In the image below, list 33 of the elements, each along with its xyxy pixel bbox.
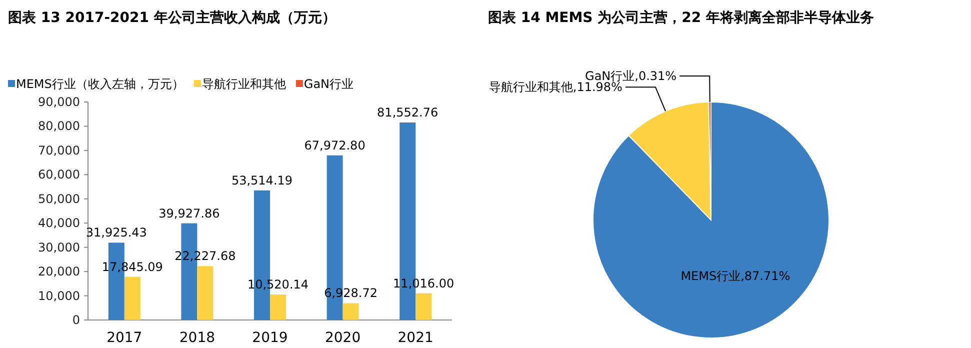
y-tick-label: 90,000 <box>38 95 80 109</box>
y-tick-label: 60,000 <box>38 168 80 182</box>
y-tick-label: 10,000 <box>38 288 80 303</box>
y-tick-label: 80,000 <box>38 119 80 134</box>
y-tick-label: 70,000 <box>38 143 80 158</box>
legend-label: MEMS行业（收入左轴，万元） <box>16 77 184 91</box>
y-tick-label: 50,000 <box>38 192 80 206</box>
bar <box>197 266 214 320</box>
legend-label: GaN行业 <box>304 77 354 91</box>
slice-label: GaN行业,0.31% <box>585 69 677 84</box>
x-tick-label: 2018 <box>179 330 216 346</box>
chart-title: 图表 14 MEMS 为公司主营，22 年将剥离全部非半导体业务 <box>488 9 874 26</box>
data-label: 81,552.76 <box>377 105 438 120</box>
bar <box>416 293 432 320</box>
y-tick-label: 40,000 <box>38 216 80 230</box>
slice-label: MEMS行业,87.71% <box>680 269 790 284</box>
data-label: 67,972.80 <box>304 138 366 152</box>
pie-slice <box>592 102 830 338</box>
y-tick-label: 0 <box>72 313 80 327</box>
data-label: 31,925.43 <box>86 226 147 240</box>
data-label: 39,927.86 <box>158 206 220 220</box>
bar <box>342 303 359 320</box>
chart-title: 图表 13 2017-2021 年公司主营收入构成（万元） <box>8 9 336 26</box>
x-tick-label: 2019 <box>252 330 288 346</box>
y-tick-label: 20,000 <box>38 264 80 279</box>
x-tick-label: 2017 <box>106 330 142 346</box>
x-tick-label: 2021 <box>398 330 434 346</box>
bar <box>124 276 140 320</box>
bar <box>270 294 286 320</box>
x-tick-label: 2020 <box>324 330 361 346</box>
y-tick-label: 30,000 <box>38 240 80 254</box>
data-label: 53,514.19 <box>231 173 293 188</box>
legend-label: 导航行业和其他 <box>202 77 286 91</box>
